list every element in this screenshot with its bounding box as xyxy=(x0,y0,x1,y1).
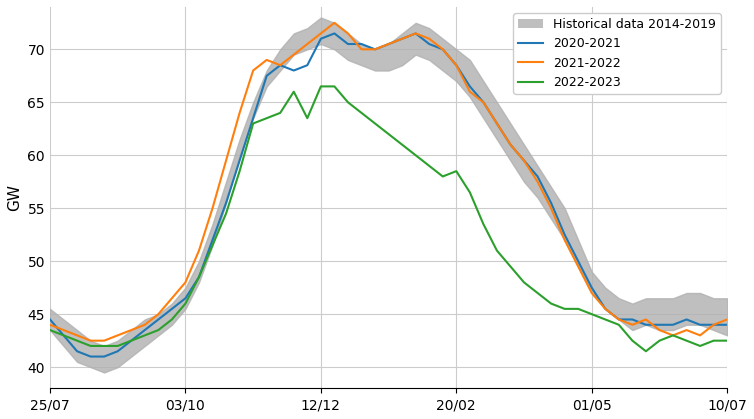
2020-2021 xyxy=(86,354,95,359)
2022-2023 xyxy=(642,349,651,354)
Line: 2021-2022: 2021-2022 xyxy=(50,23,727,341)
2020-2021 xyxy=(722,322,731,327)
2020-2021 xyxy=(709,322,718,327)
2022-2023 xyxy=(195,274,204,279)
Y-axis label: GW: GW xyxy=(7,184,22,211)
2021-2022 xyxy=(86,338,95,343)
2022-2023 xyxy=(547,301,556,306)
2021-2022 xyxy=(722,317,731,322)
Line: 2022-2023: 2022-2023 xyxy=(50,86,727,351)
2022-2023 xyxy=(262,116,271,121)
2022-2023 xyxy=(317,84,326,89)
2021-2022 xyxy=(709,322,718,327)
2020-2021 xyxy=(276,63,285,68)
2020-2021 xyxy=(520,158,529,163)
2021-2022 xyxy=(208,206,217,211)
2022-2023 xyxy=(722,338,731,343)
2020-2021 xyxy=(560,232,569,237)
2020-2021 xyxy=(208,238,217,243)
2020-2021 xyxy=(45,317,54,322)
2022-2023 xyxy=(506,264,515,269)
2021-2022 xyxy=(276,63,285,68)
2022-2023 xyxy=(249,121,258,126)
Line: 2020-2021: 2020-2021 xyxy=(50,34,727,357)
2021-2022 xyxy=(520,158,529,163)
2021-2022 xyxy=(45,322,54,327)
2022-2023 xyxy=(45,328,54,333)
2020-2021 xyxy=(330,31,339,36)
2021-2022 xyxy=(330,21,339,26)
2021-2022 xyxy=(262,57,271,62)
2020-2021 xyxy=(262,73,271,78)
Legend: Historical data 2014-2019, 2020-2021, 2021-2022, 2022-2023: Historical data 2014-2019, 2020-2021, 20… xyxy=(513,13,721,94)
2022-2023 xyxy=(709,338,718,343)
2021-2022 xyxy=(560,238,569,243)
